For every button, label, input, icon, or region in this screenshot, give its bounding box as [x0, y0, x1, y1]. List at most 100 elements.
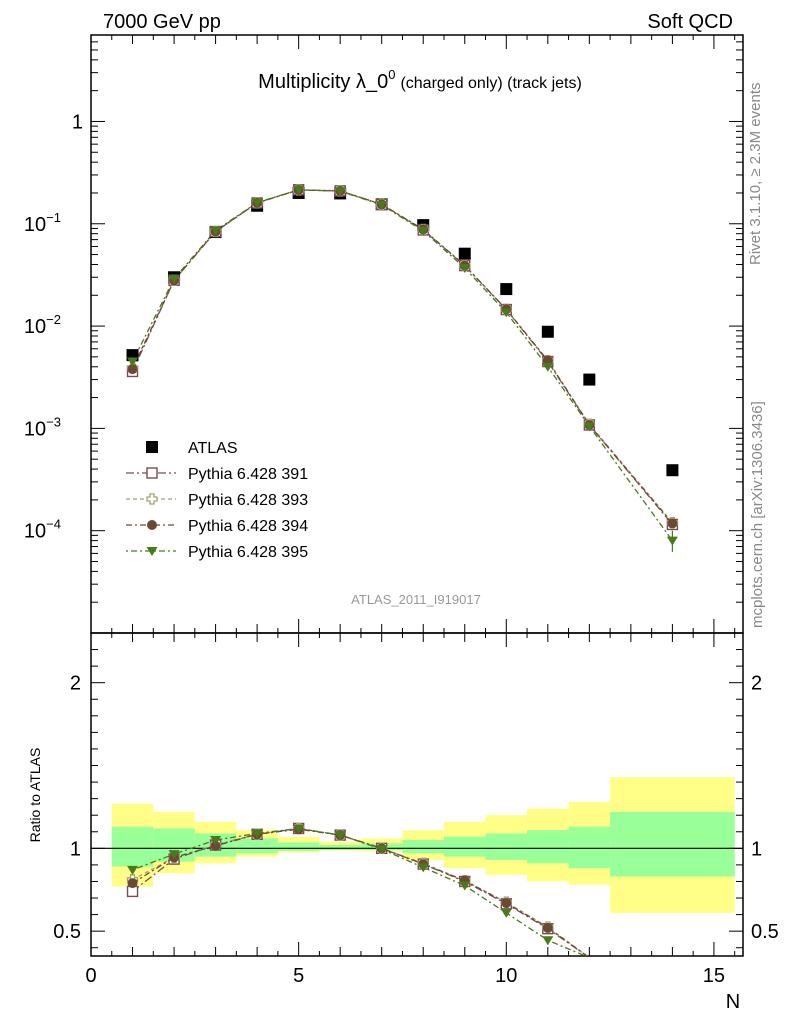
legend-marker	[146, 547, 158, 556]
green-band-bin	[111, 826, 154, 867]
legend-label: ATLAS	[188, 440, 238, 457]
main-y-tick-label: 10−1	[24, 210, 61, 236]
ratio-y-tick-label-right: 2	[751, 673, 762, 695]
main-y-tick-label: 10−2	[24, 312, 61, 338]
ratio-data-point	[542, 936, 554, 946]
data-point	[293, 185, 305, 195]
green-band-bin	[527, 830, 569, 864]
ratio-series-line	[132, 828, 589, 956]
ratio-data-point	[500, 908, 512, 918]
data-point	[126, 349, 139, 362]
ratio-y-tick-label-right: 0.5	[751, 921, 779, 943]
ratio-frame	[90, 632, 744, 957]
data-point	[127, 357, 139, 367]
ratio-data-point	[459, 881, 471, 891]
legend-label: Pythia 6.428 391	[188, 466, 308, 483]
main-panel-axes: 110−110−210−310−4	[24, 34, 744, 634]
ratio-ylabel: Ratio to ATLAS	[27, 748, 43, 843]
ratio-data-point	[376, 845, 388, 855]
data-point	[541, 325, 554, 338]
x-tick-label: 15	[703, 965, 725, 987]
data-point	[210, 226, 222, 236]
data-point	[334, 187, 346, 197]
header-right: Soft QCD	[647, 11, 733, 33]
ratio-y-tick-label: 1	[70, 838, 81, 860]
chart-title-sup: 0	[388, 67, 395, 82]
data-point	[251, 198, 263, 208]
legend-label: Pythia 6.428 395	[188, 544, 308, 561]
x-tick-label: 10	[495, 965, 517, 987]
green-band-bin	[443, 836, 486, 857]
ratio-y-tick-label: 2	[70, 673, 81, 695]
green-band-bin	[402, 840, 444, 854]
ratio-data-point	[251, 829, 263, 839]
green-band-bin	[236, 838, 278, 854]
chart-title-main: Multiplicity λ_0	[258, 71, 388, 93]
data-point	[667, 518, 678, 529]
data-point	[127, 364, 138, 375]
data-point	[458, 247, 471, 260]
ratio-y-tick-label-right: 1	[751, 838, 762, 860]
green-band-bin	[610, 811, 735, 877]
main-y-tick-label: 1	[72, 111, 83, 133]
ratio-series-3	[127, 824, 588, 956]
legend-marker	[147, 520, 157, 530]
green-band-bin	[485, 833, 528, 860]
main-y-tick-base: 10	[24, 521, 46, 543]
ratio-data-point	[417, 863, 429, 873]
ratio-data-point	[293, 824, 305, 834]
main-y-tick-base: 10	[24, 316, 46, 338]
main-y-tick-label: 10−4	[24, 517, 61, 543]
data-point	[500, 308, 512, 318]
data-point	[168, 274, 180, 284]
x-axis-label: N	[726, 991, 740, 1013]
chart-title-sub: (charged only) (track jets)	[400, 75, 581, 92]
main-y-tick-exp: −1	[46, 210, 61, 225]
green-band-bin	[568, 826, 611, 869]
ratio-panel-axes: 0.5 0.5 1 1 2 2 0 5 10 15	[53, 632, 779, 987]
main-y-tick-base: 10	[24, 214, 46, 236]
ratio-panel-series	[126, 822, 589, 956]
x-tick-label: 5	[293, 965, 304, 987]
ratio-data-point	[210, 840, 221, 851]
main-panel-series	[126, 184, 679, 552]
legend-label: Pythia 6.428 394	[188, 518, 308, 535]
ratio-series-line	[132, 827, 588, 956]
ratio-y-tick-label: 0.5	[53, 921, 81, 943]
data-point	[459, 263, 471, 273]
main-y-tick-exp: −2	[46, 312, 61, 327]
main-y-tick-base: 1	[72, 111, 83, 133]
main-y-tick-exp: −4	[46, 517, 61, 532]
main-y-tick-label: 10−3	[24, 414, 61, 440]
legend-marker	[146, 493, 158, 505]
data-point	[376, 200, 388, 210]
series-markers-4	[127, 185, 678, 546]
data-point	[542, 362, 554, 372]
legend-marker	[146, 441, 158, 453]
ratio-data-point	[501, 897, 512, 908]
data-point	[583, 373, 596, 386]
ratio-data-point	[210, 836, 222, 846]
x-tick-label: 0	[85, 965, 96, 987]
legend-label: Pythia 6.428 393	[188, 492, 308, 509]
legend-marker	[146, 467, 158, 479]
ratio-data-point	[127, 865, 139, 875]
header-left: 7000 GeV pp	[103, 11, 221, 33]
analysis-watermark: ATLAS_2011_I919017	[351, 592, 481, 607]
green-band-bin	[277, 842, 320, 851]
rivet-label: Rivet 3.1.10, ≥ 2.3M events	[747, 83, 764, 266]
data-point	[666, 464, 679, 477]
data-point	[417, 226, 429, 236]
ratio-data-point	[168, 850, 180, 860]
green-band-bin	[319, 845, 361, 850]
ratio-data-point	[542, 922, 553, 933]
ratio-data-point	[127, 878, 138, 889]
chart-title: Multiplicity λ_00 (charged only) (track j…	[258, 67, 582, 93]
main-y-tick-base: 10	[24, 418, 46, 440]
mcplots-label: mcplots.cern.ch [arXiv:1306.3436]	[749, 401, 766, 628]
data-point	[500, 283, 513, 296]
legend: ATLAS Pythia 6.428 391 Pythia 6.428 393 Pyt…	[126, 440, 308, 561]
ratio-uncertainty-bands	[111, 777, 735, 913]
data-point	[583, 422, 595, 432]
